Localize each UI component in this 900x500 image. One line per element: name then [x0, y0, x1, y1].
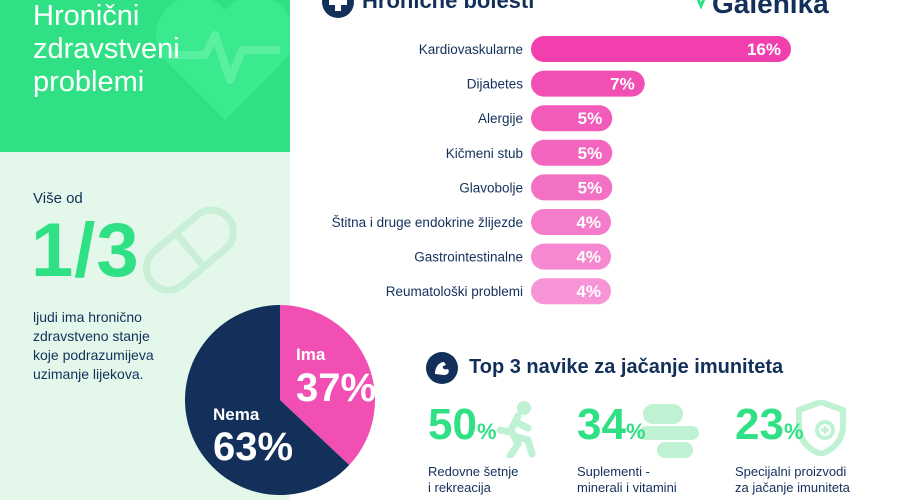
habit-percent: % — [783, 419, 804, 444]
bar — [531, 36, 791, 62]
bar-category-label: Alergije — [478, 111, 523, 126]
habit-percent: % — [476, 419, 497, 444]
runner-icon — [496, 401, 536, 458]
stat-prefix: Više od — [33, 190, 83, 207]
bar — [531, 209, 611, 235]
pie-label-ima: Ima — [296, 345, 326, 364]
bar-value-label: 5% — [578, 178, 603, 197]
pill-icon — [143, 206, 237, 294]
bar-value-label: 16% — [747, 40, 781, 59]
pie-value-nema: 63% — [213, 425, 294, 469]
bar-value-label: 4% — [576, 248, 601, 267]
heart-icon — [155, 0, 290, 120]
habit-label: Suplementi - minerali i vitamini — [577, 464, 677, 495]
habit-value: 34 — [577, 400, 626, 449]
bar — [531, 70, 645, 97]
bar-value-label: 4% — [576, 282, 601, 301]
bar-category-label: Glavobolje — [459, 180, 523, 195]
medical-cross-icon — [322, 0, 354, 18]
habit-value: 50 — [428, 400, 477, 449]
pie-chart — [185, 305, 375, 495]
pie-slice-nema — [185, 305, 350, 495]
habit-label: Redovne šetnje i rekreacija — [428, 464, 519, 495]
title-box: Hronični zdravstveni problemi — [0, 0, 290, 152]
bar-value-label: 7% — [610, 75, 635, 94]
big-fraction: 1/3 — [31, 208, 140, 293]
bar-category-label: Gastrointestinalne — [414, 250, 523, 265]
bar — [531, 139, 613, 166]
pie-label-nema: Nema — [213, 405, 260, 424]
page-title: Hronični zdravstveni problemi — [33, 0, 180, 98]
bar — [531, 278, 611, 305]
bar-category-label: Štitna i druge endokrine žlijezde — [332, 215, 523, 230]
arm-icon — [426, 352, 458, 384]
logo-mark-icon — [696, 0, 706, 10]
bar-value-label: 4% — [576, 213, 601, 232]
bar-category-label: Reumatološki problemi — [386, 284, 523, 299]
bar — [531, 105, 613, 132]
bar-value-label: 5% — [578, 144, 603, 163]
section-title: Hronične bolesti — [362, 0, 535, 13]
stat-description: ljudi ima hronično zdravstveno stanje ko… — [33, 309, 154, 382]
bar-category-label: Kardiovaskularne — [419, 42, 523, 57]
pie-slice-ima — [280, 305, 375, 466]
pie-value-ima: 37% — [296, 366, 377, 410]
habit-value: 23 — [735, 400, 784, 449]
shield-icon — [796, 400, 846, 456]
bar-category-label: Kičmeni stub — [446, 146, 523, 161]
bar-chart: Kardiovaskularne 16% Dijabetes 7% Alergije 5%… — [332, 36, 791, 305]
bar-value-label: 5% — [578, 109, 603, 128]
habit-label: Specijalni proizvodi za jačanje imunitet… — [735, 464, 850, 495]
bar — [531, 243, 611, 270]
habits-title: Top 3 navike za jačanje imuniteta — [469, 356, 784, 378]
brand-logo: Galenika — [712, 0, 829, 19]
bar — [531, 174, 613, 201]
pills-icon — [639, 404, 699, 458]
bar-category-label: Dijabetes — [467, 77, 524, 92]
habit-percent: % — [625, 419, 646, 444]
